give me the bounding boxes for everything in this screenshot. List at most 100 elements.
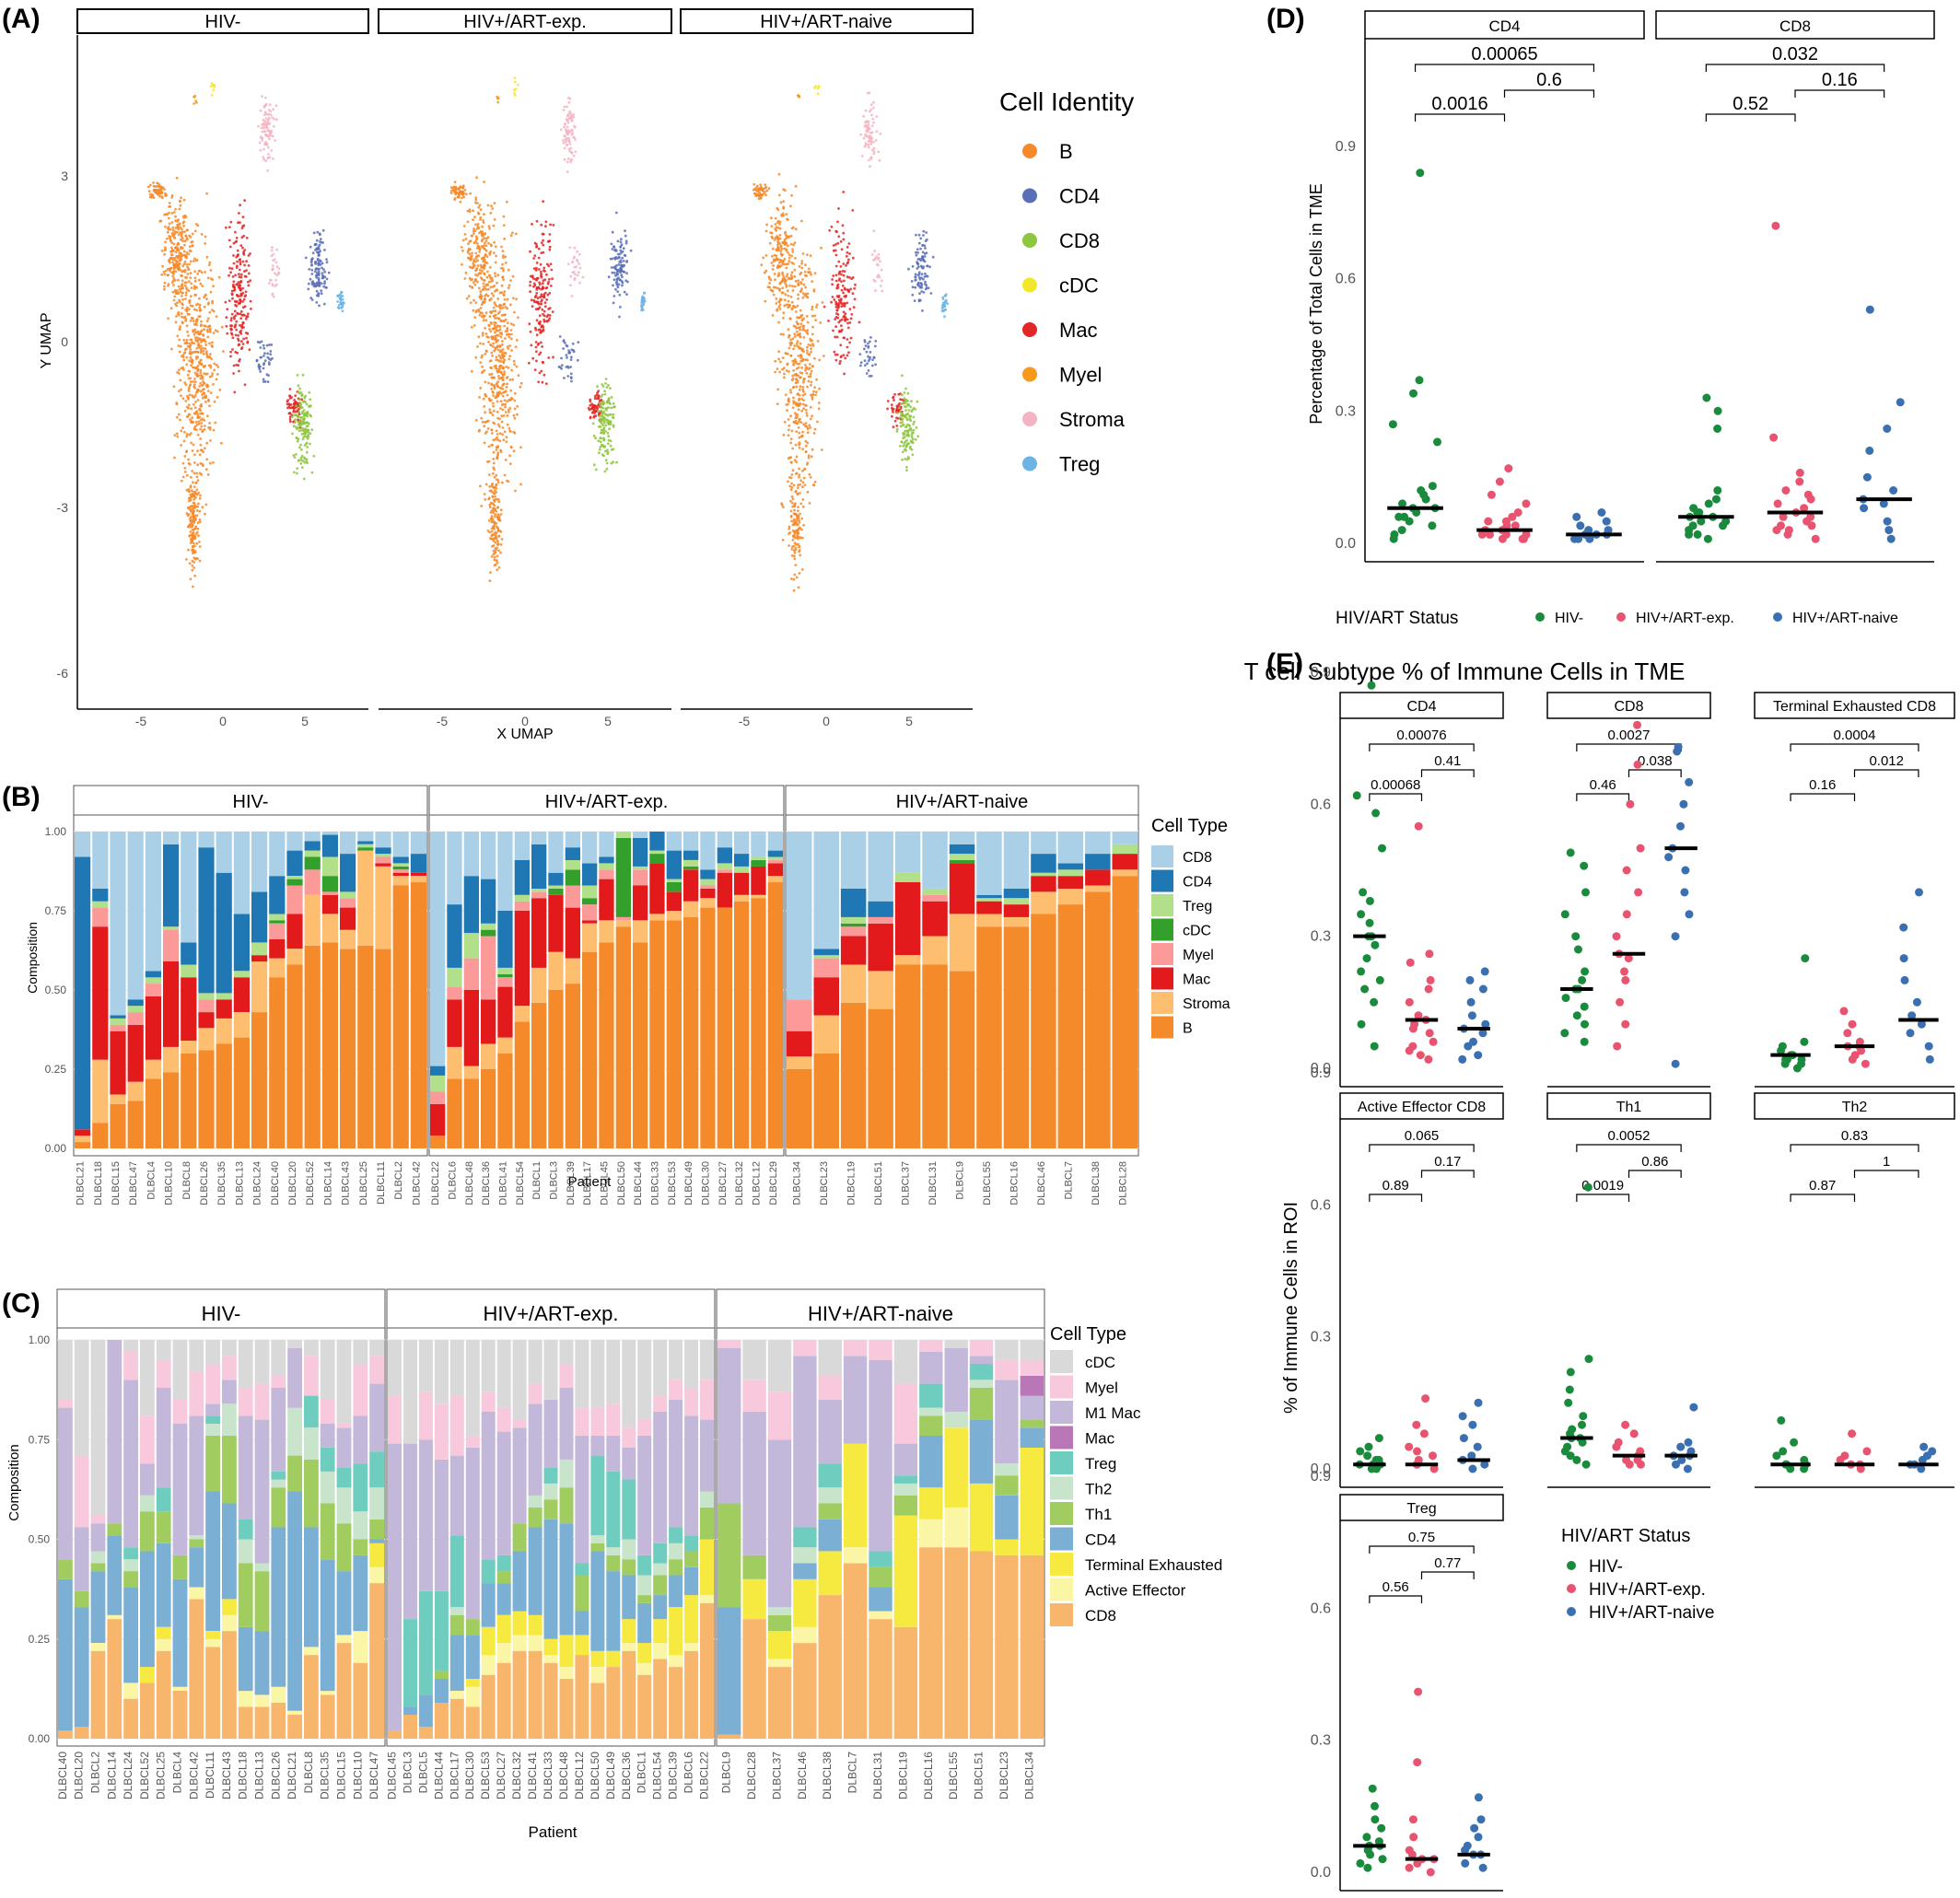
umap-point: [544, 382, 548, 385]
umap-point: [785, 234, 788, 238]
bar-segment: [565, 958, 580, 984]
umap-point: [195, 541, 199, 545]
umap-point: [243, 199, 246, 203]
umap-point: [914, 285, 917, 289]
umap-point: [260, 126, 263, 130]
bar-segment: [127, 1006, 144, 1013]
umap-point: [795, 342, 799, 345]
umap-point: [791, 250, 795, 253]
umap-point: [484, 311, 488, 315]
umap-point: [192, 260, 195, 262]
umap-point: [494, 317, 496, 320]
bar-segment: [375, 856, 391, 864]
umap-point: [264, 96, 267, 99]
umap-point: [565, 118, 568, 121]
umap-point: [247, 284, 251, 287]
umap-point: [921, 309, 924, 312]
umap-point: [779, 252, 783, 256]
umap-point: [800, 568, 804, 571]
bar-segment: [375, 847, 391, 855]
umap-point: [185, 355, 189, 359]
umap-point: [175, 245, 178, 249]
umap-point: [569, 158, 573, 162]
umap-point: [781, 356, 785, 359]
bar-segment: [269, 876, 286, 914]
umap-point: [307, 433, 310, 437]
umap-point: [490, 337, 494, 341]
umap-point: [512, 449, 516, 453]
umap-point: [492, 309, 495, 313]
umap-point: [275, 248, 279, 251]
umap-point: [247, 254, 251, 257]
umap-point: [610, 406, 613, 410]
bar-segment: [304, 856, 321, 870]
umap-point: [241, 343, 245, 345]
umap-point: [568, 143, 572, 146]
umap-point: [492, 485, 496, 489]
umap-point: [162, 270, 166, 274]
umap-point: [904, 458, 907, 460]
umap-point: [542, 329, 545, 332]
umap-point: [581, 275, 585, 279]
bar-segment: [233, 1012, 250, 1038]
umap-point: [502, 293, 506, 296]
umap-point: [899, 398, 902, 401]
umap-point: [600, 409, 603, 413]
umap-point: [204, 242, 207, 245]
umap-point: [905, 417, 909, 421]
umap-point: [533, 300, 536, 304]
legend-label: Myel: [1059, 364, 1102, 387]
umap-point: [506, 414, 509, 417]
umap-point: [598, 448, 601, 451]
umap-point: [228, 239, 231, 242]
umap-point: [296, 427, 298, 431]
umap-point: [778, 308, 782, 310]
umap-point: [188, 393, 192, 397]
umap-point: [169, 269, 172, 273]
umap-point: [199, 494, 202, 497]
umap-point: [776, 264, 780, 267]
umap-point: [756, 184, 759, 188]
bar-segment: [251, 942, 268, 956]
umap-point: [483, 267, 485, 270]
umap-point: [491, 413, 495, 416]
umap-point: [848, 252, 851, 255]
umap-point: [603, 470, 607, 473]
bar-segment: [548, 894, 564, 952]
umap-point: [481, 245, 484, 249]
umap-point: [529, 284, 531, 287]
umap-point: [263, 111, 267, 114]
legend-label: cDC: [1059, 274, 1099, 297]
umap-point: [519, 483, 522, 486]
umap-point: [160, 186, 164, 190]
umap-point: [798, 95, 800, 99]
umap-point: [786, 363, 789, 367]
umap-point: [596, 404, 600, 407]
umap-point: [838, 362, 842, 366]
umap-point: [777, 357, 780, 361]
umap-point: [786, 352, 789, 355]
umap-point: [500, 313, 504, 317]
umap-point: [185, 363, 189, 367]
umap-point: [185, 281, 188, 285]
umap-point: [621, 281, 624, 285]
umap-point: [915, 250, 917, 254]
umap-point: [879, 260, 881, 263]
umap-point: [549, 223, 552, 227]
umap-point: [844, 320, 846, 322]
umap-point: [171, 274, 175, 278]
umap-point: [486, 530, 490, 532]
umap-point: [563, 134, 566, 137]
umap-point: [624, 239, 628, 243]
umap-point: [496, 497, 500, 501]
umap-point: [576, 250, 578, 253]
umap-point: [197, 502, 200, 506]
umap-point: [453, 197, 457, 200]
bar-segment: [565, 907, 580, 959]
umap-point: [798, 388, 801, 391]
umap-point: [794, 564, 798, 566]
umap-point: [616, 290, 620, 293]
umap-point: [833, 350, 836, 354]
umap-point: [841, 224, 845, 227]
umap-point: [570, 348, 574, 352]
